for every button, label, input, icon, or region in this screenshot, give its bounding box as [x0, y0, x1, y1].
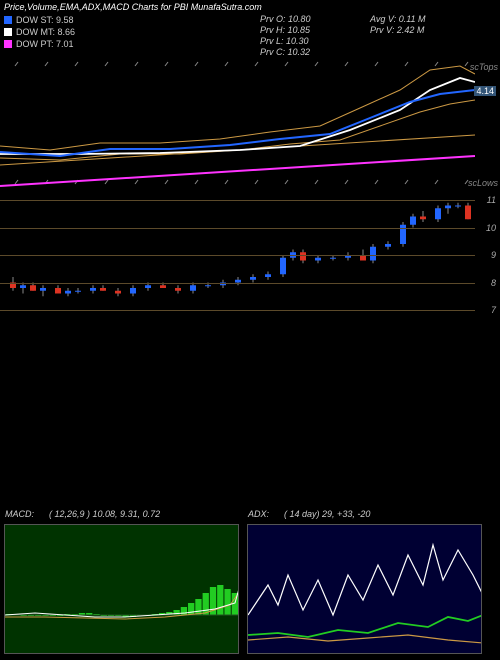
chart-header: Price,Volume,EMA,ADX,MACD Charts for PBI…	[0, 0, 500, 60]
macd-title: MACD: ( 12,26,9 ) 10.08, 9.31, 0.72	[5, 509, 160, 519]
y-tick: 11	[487, 195, 496, 205]
indicator-row: MACD: ( 12,26,9 ) 10.08, 9.31, 0.72 ADX:…	[0, 520, 500, 660]
y-tick: 7	[491, 305, 496, 315]
avg-info: Avg V: 0.11 MPrv V: 2.42 M	[370, 14, 426, 36]
legend-item: DOW ST: 9.58	[4, 14, 75, 26]
macd-panel: MACD: ( 12,26,9 ) 10.08, 9.31, 0.72	[4, 524, 239, 654]
tops-label: scTops	[470, 62, 498, 72]
legend-item: DOW PT: 7.01	[4, 38, 75, 50]
y-tick: 10	[486, 223, 496, 233]
adx-title: ADX: ( 14 day) 29, +33, -20	[248, 509, 370, 519]
prev-info: Prv O: 10.80Prv H: 10.85Prv L: 10.30Prv …	[260, 14, 311, 58]
candle-panel: 7891011	[0, 200, 500, 310]
price-panel: scTops scLows 4.14	[0, 60, 500, 190]
legend: DOW ST: 9.58DOW MT: 8.66DOW PT: 7.01	[4, 14, 75, 50]
price-badge: 4.14	[474, 86, 496, 96]
legend-item: DOW MT: 8.66	[4, 26, 75, 38]
lows-label: scLows	[468, 178, 498, 188]
y-tick: 8	[491, 278, 496, 288]
y-tick: 9	[491, 250, 496, 260]
adx-panel: ADX: ( 14 day) 29, +33, -20	[247, 524, 482, 654]
page-title: Price,Volume,EMA,ADX,MACD Charts for PBI…	[4, 2, 496, 12]
